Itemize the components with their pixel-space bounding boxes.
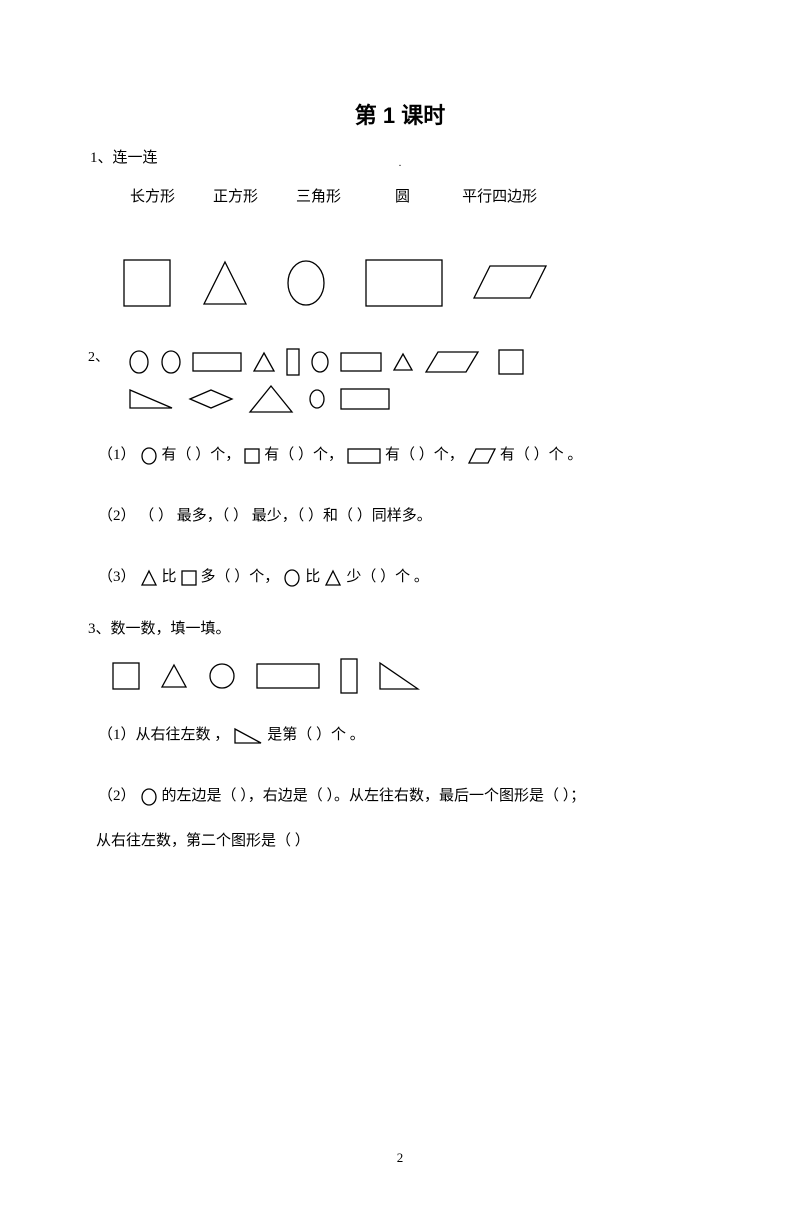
- q1-shapes-row: [122, 258, 705, 308]
- text: 的左边是（ ），右边是（ ）。从左往右数，最后一个图形是（ ）；: [162, 783, 586, 810]
- rectangle-icon: [364, 258, 444, 308]
- right-triangle-icon: [128, 388, 174, 410]
- circle-icon: [308, 388, 326, 410]
- triangle-icon: [248, 384, 294, 414]
- triangle-icon: [392, 352, 414, 372]
- circle-icon: [140, 446, 158, 466]
- rectangle-icon: [340, 352, 382, 372]
- vrect-icon: [340, 658, 358, 694]
- q3-label: 3、数一数，填一填。: [88, 617, 705, 638]
- circle-icon: [208, 662, 236, 690]
- text: 比: [305, 564, 320, 591]
- parallelogram-icon: [468, 448, 496, 464]
- triangle-icon: [140, 569, 158, 587]
- square-icon: [244, 448, 260, 464]
- q3-sub1: （1）从右往左数 ， 是第（ ）个 。: [98, 722, 705, 749]
- page-number: 2: [397, 1150, 404, 1166]
- content-area: 1、连一连 长方形 正方形 三角形 圆 平行四边形 2、: [0, 146, 800, 855]
- word-triangle: 三角形: [296, 185, 341, 206]
- text: （1）从右往左数 ，: [98, 722, 229, 749]
- text: 少（ ）个 。: [346, 564, 429, 591]
- text: 有（ ）个，: [385, 442, 464, 469]
- parallelogram-icon: [424, 350, 480, 374]
- page-title: 第 1 课时: [0, 98, 800, 130]
- triangle-icon: [160, 663, 188, 689]
- word-circle: 圆: [395, 185, 410, 206]
- q3-shapes-row: [112, 658, 705, 694]
- circle-icon: [140, 787, 158, 807]
- word-square: 正方形: [213, 185, 258, 206]
- q2-number: 2、: [88, 346, 109, 366]
- q3-sub2: （2） 的左边是（ ），右边是（ ）。从左往右数，最后一个图形是（ ）；: [98, 783, 705, 810]
- square-icon: [112, 662, 140, 690]
- rectangle-icon: [192, 352, 242, 372]
- right-triangle-icon: [378, 661, 420, 691]
- triangle-icon: [324, 569, 342, 587]
- square-icon: [181, 570, 197, 586]
- q1-label: 1、连一连: [90, 146, 705, 167]
- triangle-icon: [200, 258, 250, 308]
- diamond-icon: [188, 388, 234, 410]
- q1-words-row: 长方形 正方形 三角形 圆 平行四边形: [130, 185, 705, 206]
- q3-sub2-cont: 从右往左数，第二个图形是（ ）: [96, 828, 705, 855]
- q2-sub3: （3） 比 多（ ）个， 比 少（ ）个 。: [98, 564, 705, 591]
- word-rectangle: 长方形: [130, 185, 175, 206]
- text: （2）: [98, 783, 136, 810]
- square-icon: [498, 349, 524, 375]
- right-triangle-icon: [233, 727, 263, 745]
- text: 有（ ）个，: [162, 442, 241, 469]
- text: 有（ ）个 。: [500, 442, 583, 469]
- q2-shapes-row1: [128, 348, 705, 376]
- q2-sub2: （2） （ ） 最多，（ ） 最少，（ ）和（ ）同样多。: [98, 503, 705, 530]
- word-parallelogram: 平行四边形: [462, 185, 537, 206]
- ellipse-icon: [284, 258, 328, 308]
- square-icon: [122, 258, 172, 308]
- text: 有（ ）个，: [264, 442, 343, 469]
- q2-shapes-row2: [128, 384, 705, 414]
- parallelogram-icon: [472, 262, 550, 302]
- text: 是第（ ）个 。: [267, 722, 365, 749]
- rectangle-icon: [340, 388, 390, 410]
- rectangle-icon: [347, 448, 381, 464]
- vrect-icon: [286, 348, 300, 376]
- circle-icon: [310, 350, 330, 374]
- text: 多（ ）个，: [201, 564, 280, 591]
- q2-sub1: （1） 有（ ）个， 有（ ）个， 有（ ）个， 有（ ）个 。: [98, 442, 705, 469]
- text: 比: [162, 564, 177, 591]
- text: （3）: [98, 564, 136, 591]
- circle-icon: [128, 349, 150, 375]
- rectangle-icon: [256, 663, 320, 689]
- triangle-icon: [252, 351, 276, 373]
- circle-icon: [283, 568, 301, 588]
- q2-block: 2、 （1） 有（ ）个， 有（ ）个，: [90, 348, 705, 591]
- circle-icon: [160, 349, 182, 375]
- header-dot: .: [399, 158, 402, 169]
- text: （1）: [98, 442, 136, 469]
